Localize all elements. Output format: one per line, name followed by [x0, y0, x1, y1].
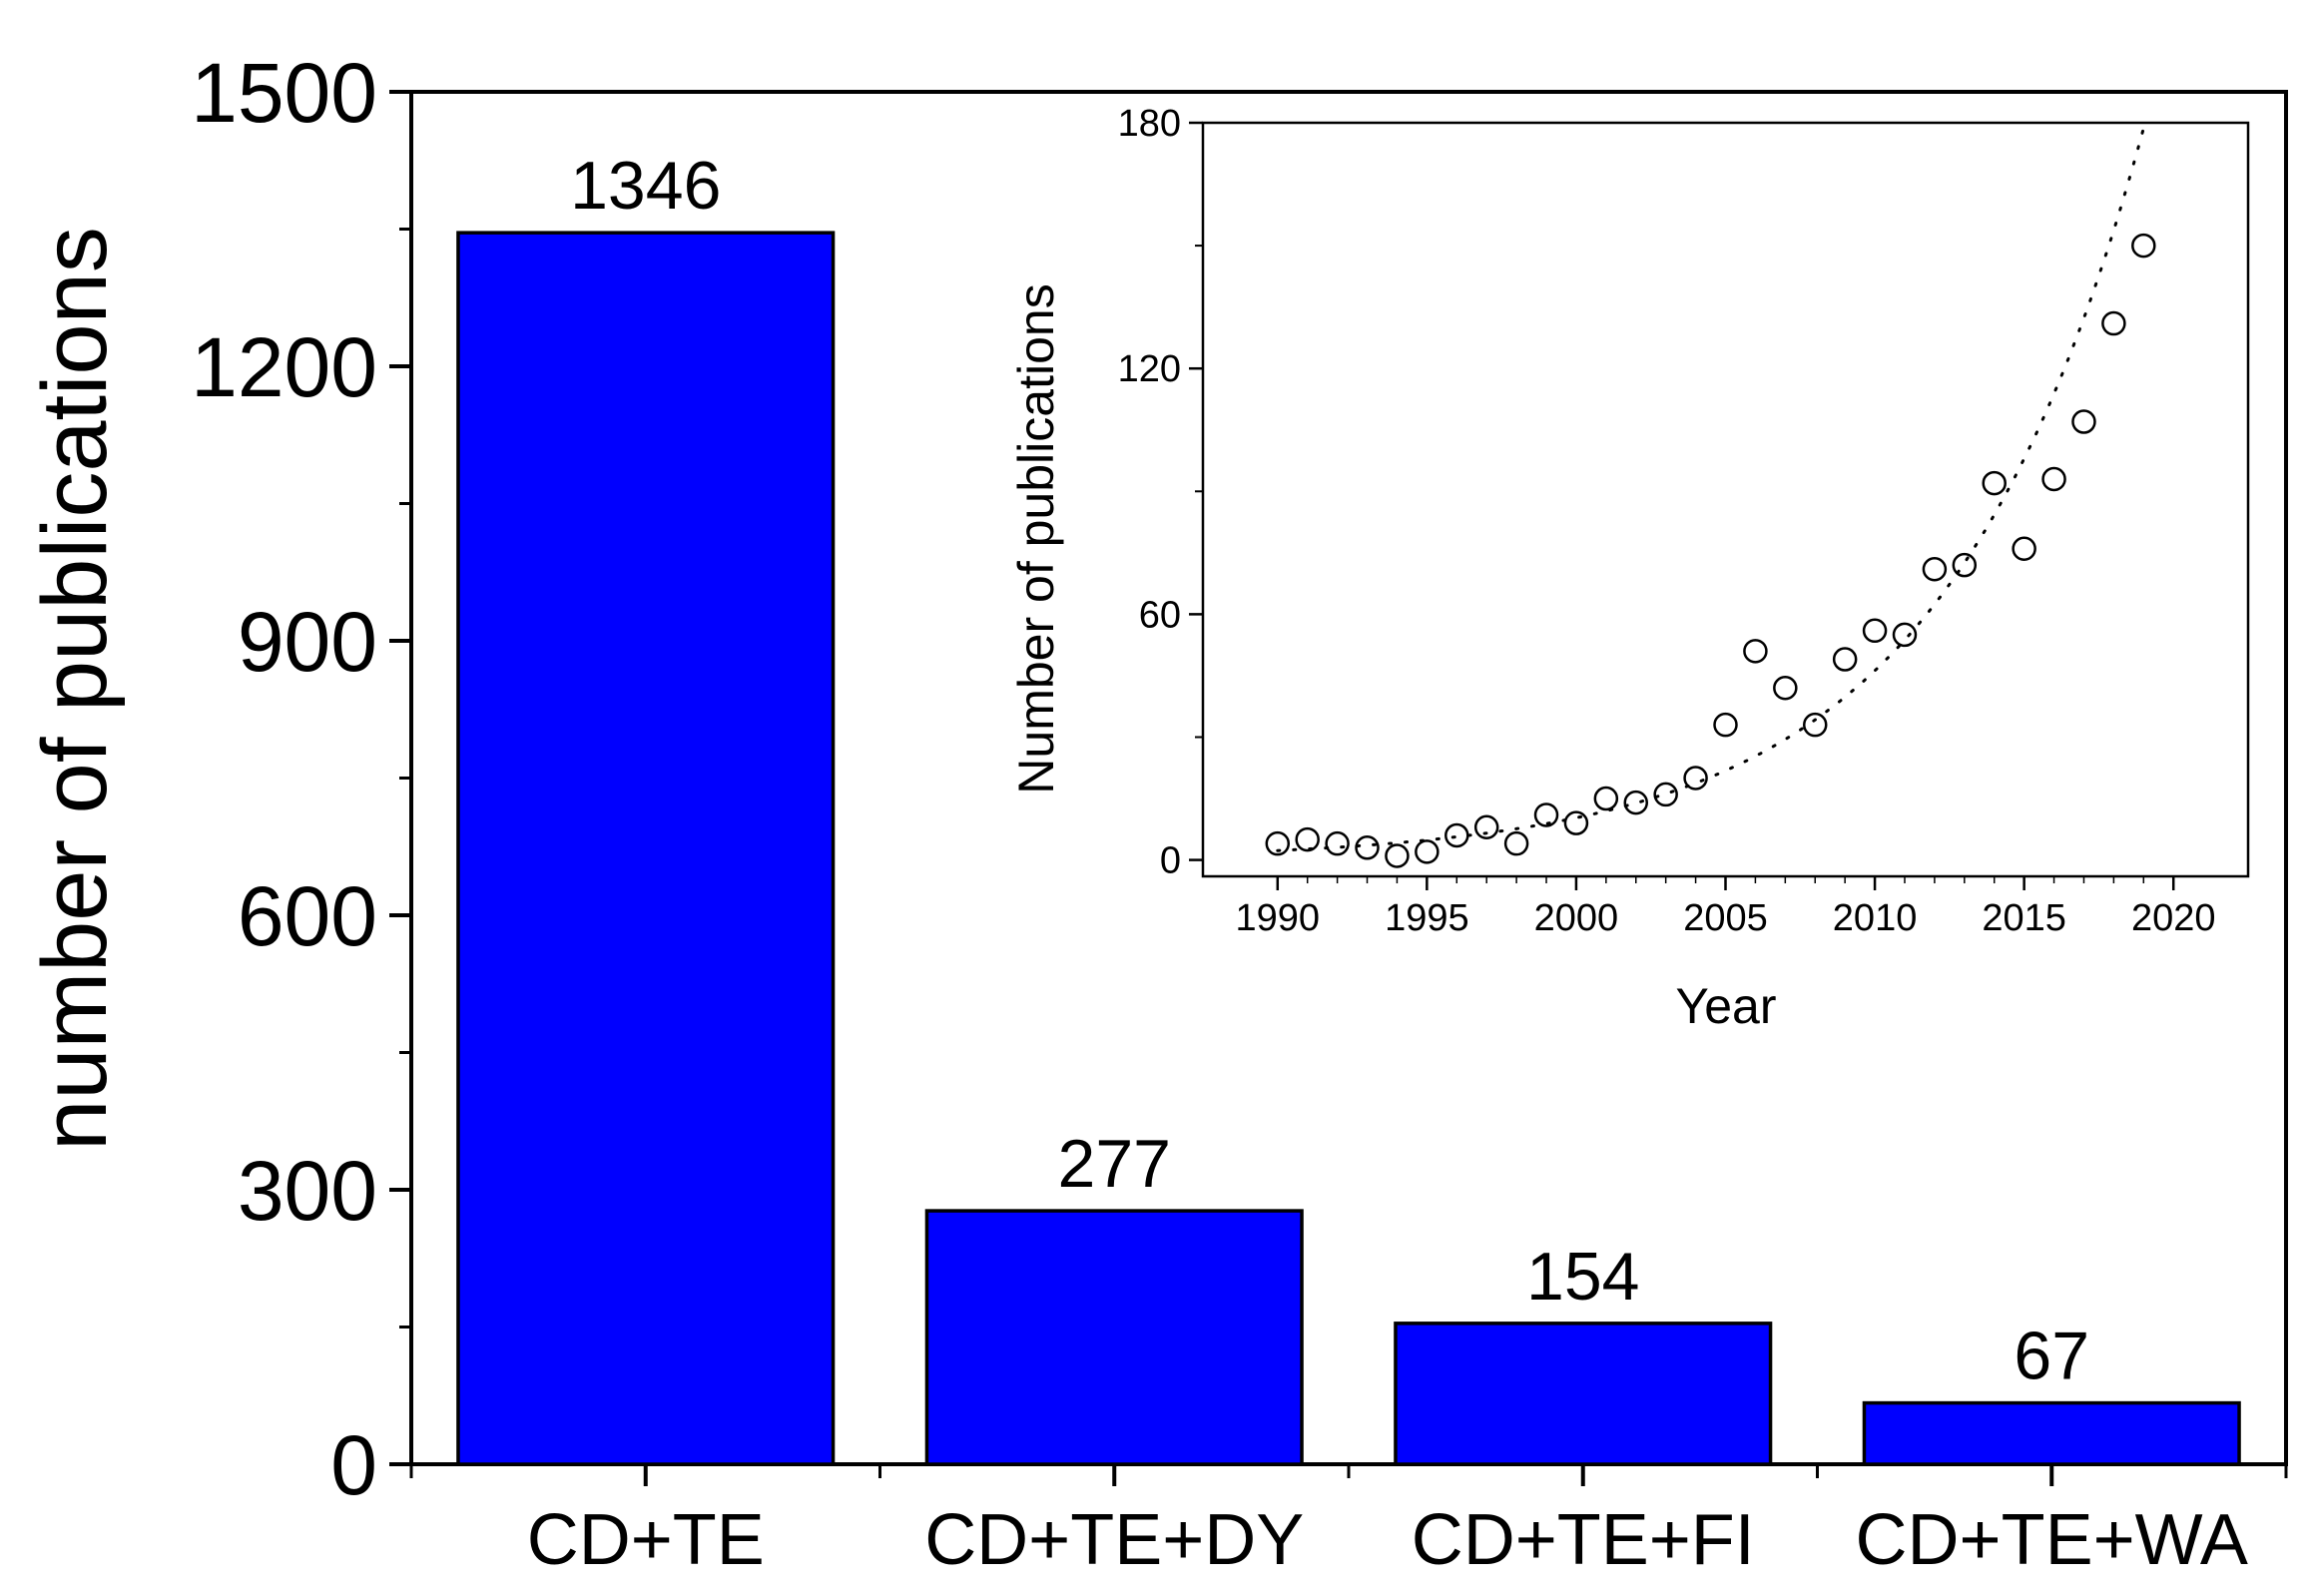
inset-data-point	[1802, 712, 1828, 738]
inset-data-point	[2071, 409, 2096, 434]
inset-data-point	[1355, 835, 1380, 860]
main-y-tick-label: 600	[238, 869, 377, 963]
inset-data-point	[2131, 233, 2156, 259]
inset-data-point	[1533, 802, 1559, 827]
inset-data-point	[1265, 830, 1291, 856]
inset-data-point	[1563, 810, 1589, 835]
inset-data-point	[1295, 826, 1320, 852]
main-y-tick-label: 900	[238, 595, 377, 689]
main-bars	[456, 231, 2241, 1466]
inset-data-point	[1683, 766, 1708, 791]
inset-data-point	[1862, 618, 1888, 644]
inset-data-point	[1922, 557, 1948, 582]
inset-plot-frame	[1201, 121, 2250, 878]
inset-data-point	[1385, 843, 1410, 868]
inset-data-point	[1892, 622, 1918, 648]
inset-x-tick-label: 2000	[1534, 897, 1619, 939]
inset-data-point	[1982, 470, 2007, 496]
inset-y-tick-label: 60	[1139, 594, 1181, 636]
main-y-tick-label: 300	[238, 1144, 377, 1238]
inset-x-tick-label: 2005	[1683, 897, 1768, 939]
inset-data-point	[1473, 814, 1499, 840]
main-y-axis-label: number of publications	[24, 227, 126, 1151]
bar-4	[1862, 1400, 2241, 1466]
main-y-tick-label: 0	[330, 1418, 377, 1512]
bar-2	[924, 1209, 1304, 1466]
main-y-tick-label: 1500	[191, 46, 377, 140]
inset-data-point	[1325, 830, 1350, 856]
bar-1	[456, 231, 836, 1466]
main-x-tick-label: CD+TE+WA	[1856, 1500, 2248, 1580]
inset-data-point	[2101, 310, 2126, 336]
inset-x-tick-label: 2020	[2131, 897, 2216, 939]
inset-data-point	[1503, 830, 1529, 856]
inset-y-axis-label: Number of publications	[1008, 283, 1064, 794]
inset-data-point	[1444, 822, 1469, 848]
inset-data-point	[2012, 536, 2036, 561]
inset-data-point	[1832, 647, 1858, 672]
inset-data-point	[1743, 639, 1768, 664]
inset-data-point	[1593, 786, 1619, 811]
bar-3	[1394, 1322, 1773, 1466]
inset-data-point	[2041, 466, 2066, 492]
inset-data-point	[1952, 552, 1978, 578]
inset-x-tick-label: 2015	[1982, 897, 2066, 939]
inset-points	[1265, 233, 2156, 868]
bar-value-label: 67	[2014, 1319, 2089, 1394]
inset-data-point	[1713, 712, 1738, 738]
inset-x-tick-label: 2010	[1833, 897, 1918, 939]
main-data-labels: 1346 277 154 67	[570, 148, 2089, 1393]
inset-axes: 0 60 120 180 1990 1995 2000 2005 2010 2015 2020	[1118, 103, 2250, 939]
inset-y-tick-label: 180	[1118, 103, 1181, 145]
main-x-tick-label: CD+TE	[527, 1500, 765, 1580]
inset-data-point	[1415, 839, 1440, 864]
inset-data-point	[1623, 790, 1649, 815]
inset-x-tick-label: 1995	[1385, 897, 1469, 939]
bar-value-label: 277	[1058, 1126, 1171, 1202]
inset-data-point	[1653, 782, 1678, 807]
inset-data-point	[1773, 676, 1798, 701]
inset-y-tick-label: 120	[1118, 348, 1181, 390]
inset-y-tick-label: 0	[1160, 840, 1181, 882]
main-y-tick-label: 1200	[191, 320, 377, 414]
inset-x-tick-label: 1990	[1236, 897, 1321, 939]
bar-value-label: 1346	[570, 148, 721, 224]
inset-x-axis-label: Year	[1675, 978, 1776, 1034]
main-x-tick-label: CD+TE+DY	[924, 1500, 1304, 1580]
bar-value-label: 154	[1526, 1239, 1639, 1315]
main-x-tick-label: CD+TE+FI	[1412, 1500, 1755, 1580]
